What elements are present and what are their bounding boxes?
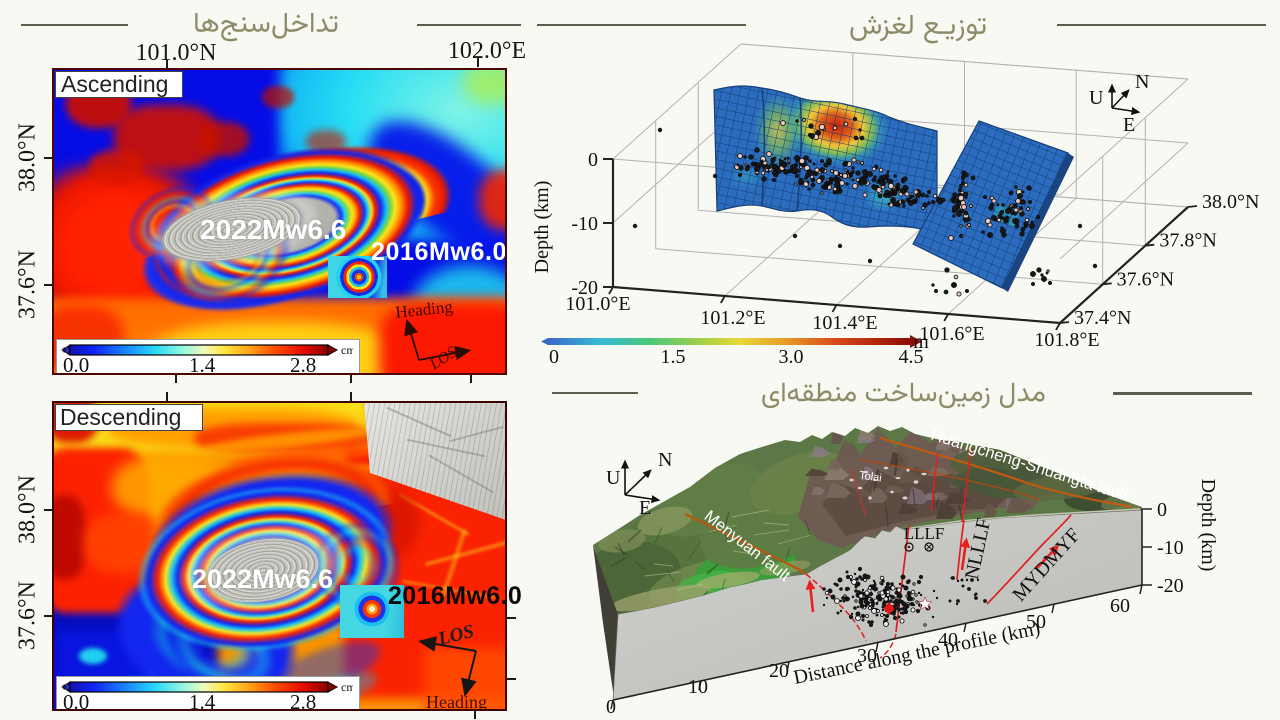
svg-text:30: 30 <box>857 645 877 667</box>
svg-text:LOS: LOS <box>435 623 476 650</box>
svg-text:101.8°E: 101.8°E <box>1034 329 1099 351</box>
svg-text:LLLF: LLLF <box>904 524 945 543</box>
svg-text:Tolai: Tolai <box>858 470 882 485</box>
svg-text:Depth (km): Depth (km) <box>531 181 553 274</box>
svg-text:U: U <box>1089 87 1104 109</box>
svg-text:40: 40 <box>938 629 958 651</box>
svg-text:LOS: LOS <box>426 344 460 374</box>
svg-text:4.5: 4.5 <box>899 346 924 368</box>
svg-text:Heading: Heading <box>426 692 487 711</box>
svg-text:50: 50 <box>1026 611 1046 633</box>
svg-text:-20: -20 <box>571 277 598 299</box>
svg-text:3.0: 3.0 <box>779 346 804 368</box>
svg-text:101.0°E: 101.0°E <box>565 293 630 315</box>
svg-text:E: E <box>639 497 651 519</box>
svg-text:60: 60 <box>1110 595 1130 617</box>
svg-text:cm: cm <box>341 344 353 356</box>
svg-text:0: 0 <box>1157 499 1167 521</box>
svg-text:Heading: Heading <box>394 298 454 322</box>
svg-text:37.4°N: 37.4°N <box>1074 307 1131 329</box>
svg-text:101.6°E: 101.6°E <box>919 323 984 345</box>
svg-text:20: 20 <box>769 660 789 682</box>
svg-text:m: m <box>913 331 929 353</box>
svg-text:0: 0 <box>588 149 598 171</box>
svg-text:38.0°N: 38.0°N <box>1202 191 1259 213</box>
svg-text:0: 0 <box>549 346 559 368</box>
svg-text:101.2°E: 101.2°E <box>700 307 765 329</box>
svg-text:E: E <box>1123 114 1135 136</box>
svg-text:37.6°N: 37.6°N <box>1117 268 1174 290</box>
svg-text:1.5: 1.5 <box>661 346 686 368</box>
svg-text:37.8°N: 37.8°N <box>1159 230 1216 252</box>
svg-text:cm: cm <box>341 681 353 693</box>
svg-text:N: N <box>658 449 672 471</box>
svg-text:101.4°E: 101.4°E <box>812 312 877 334</box>
svg-text:-10: -10 <box>1157 537 1184 559</box>
svg-text:U: U <box>606 467 621 489</box>
svg-text:10: 10 <box>688 676 708 698</box>
svg-text:N: N <box>1135 71 1149 93</box>
svg-text:-20: -20 <box>1157 575 1184 597</box>
svg-text:-10: -10 <box>571 213 598 235</box>
svg-text:0: 0 <box>606 696 616 718</box>
svg-text:Depth (km): Depth (km) <box>1197 479 1219 572</box>
